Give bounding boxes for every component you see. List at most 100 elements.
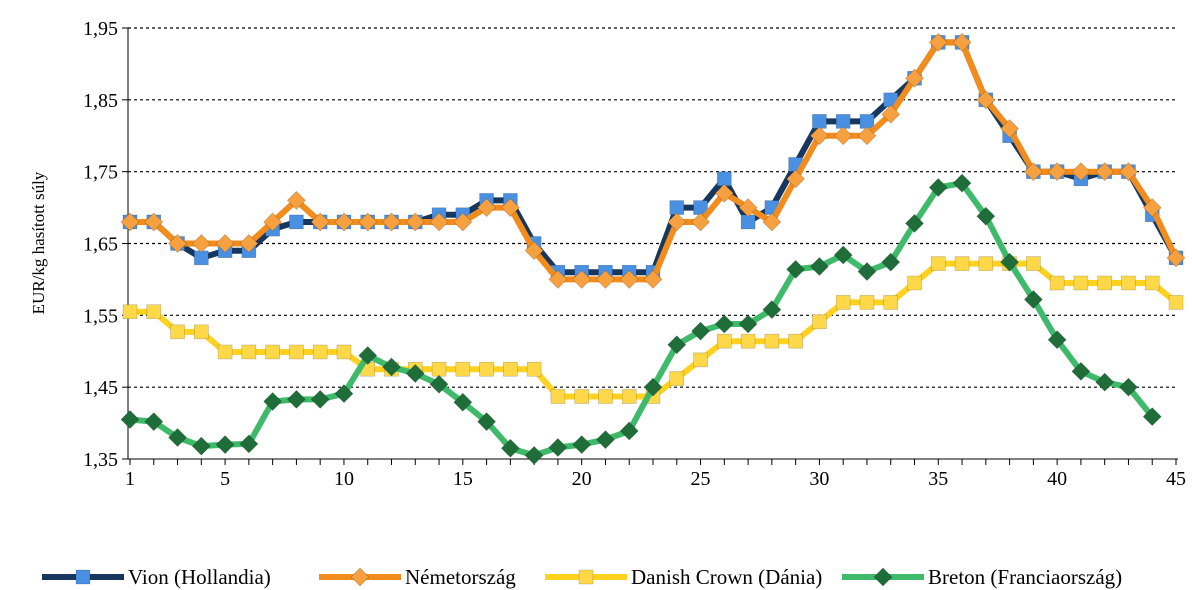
data-point (738, 314, 758, 334)
data-point (170, 324, 185, 340)
data-point (405, 364, 425, 383)
data-point (930, 256, 946, 271)
data-point (215, 435, 235, 455)
data-point (691, 212, 710, 232)
y-tick-labels: 1,35 1,45 1,55 1,65 1,75 1,85 1,95 (83, 18, 118, 471)
data-point (572, 435, 592, 455)
x-tick-label: 25 (691, 468, 711, 490)
legend-label: Németország (405, 565, 516, 589)
data-point (548, 269, 568, 289)
data-point (764, 333, 780, 349)
data-point (524, 445, 544, 465)
data-point (928, 178, 948, 197)
data-point (263, 212, 283, 232)
data-point (954, 256, 970, 271)
data-point (289, 344, 304, 360)
series-group (120, 32, 1186, 465)
x-tick-label: 45 (1166, 468, 1186, 490)
legend-item: Vion (Hollandia) (42, 565, 271, 589)
data-point (976, 206, 996, 226)
x-tick-label: 5 (220, 468, 230, 490)
data-point (1023, 162, 1043, 182)
data-point (1026, 256, 1041, 271)
data-point (621, 389, 637, 404)
y-tick-label: 1,85 (83, 90, 118, 112)
data-point (786, 259, 806, 279)
x-tick-label: 1 (125, 468, 135, 490)
data-point (1121, 275, 1136, 291)
data-point (740, 214, 756, 230)
data-point (382, 212, 401, 232)
data-point (500, 438, 520, 458)
data-point (548, 438, 568, 457)
data-point (239, 234, 259, 253)
data-point (1097, 275, 1112, 291)
data-point (669, 200, 685, 215)
data-point (833, 126, 853, 146)
data-point (881, 104, 901, 124)
data-point (334, 212, 354, 232)
series-2 (120, 32, 1186, 289)
legend-item: Németország (319, 565, 516, 589)
data-point (289, 214, 304, 230)
data-point (835, 114, 851, 129)
data-point (429, 212, 449, 232)
y-tick-label: 1,45 (83, 377, 118, 399)
legend: Vion (Hollandia) Németország Danish Crown … (42, 565, 1122, 589)
x-tick-label: 35 (928, 468, 948, 490)
data-point (503, 361, 518, 377)
data-point (1000, 119, 1020, 138)
data-point (1142, 198, 1162, 218)
data-point (809, 257, 829, 276)
data-point (1071, 361, 1091, 381)
data-point (857, 262, 877, 281)
data-point (144, 212, 164, 232)
data-point (1166, 248, 1186, 268)
data-point (905, 68, 924, 88)
data-point (1144, 275, 1160, 291)
data-point (144, 412, 164, 432)
data-point (263, 392, 283, 411)
gridlines (122, 27, 1178, 465)
data-point (738, 198, 758, 218)
data-point (714, 314, 734, 334)
data-point (1049, 275, 1065, 291)
data-point (453, 392, 473, 412)
data-point (550, 389, 566, 404)
data-point (809, 126, 829, 146)
data-point (572, 269, 592, 289)
data-point (524, 241, 544, 261)
data-point (667, 335, 687, 355)
data-point (194, 324, 209, 340)
data-point (976, 90, 996, 110)
data-point (191, 436, 211, 456)
legend-label: Danish Crown (Dánia) (631, 565, 822, 589)
data-point (1071, 162, 1091, 182)
series-line (130, 39, 1179, 276)
data-point (500, 198, 520, 218)
data-point (1095, 372, 1115, 392)
data-point (907, 275, 922, 291)
y-tick-label: 1,55 (83, 305, 118, 327)
data-point (1073, 275, 1089, 291)
data-point (334, 384, 354, 404)
legend-item: Breton (Franciaország) (842, 565, 1122, 589)
y-axis-title: EUR/kg hasított súly (29, 171, 48, 314)
data-point (265, 344, 280, 360)
data-point (1023, 290, 1043, 309)
data-point (358, 346, 378, 365)
data-point (120, 212, 140, 232)
data-point (1047, 330, 1067, 350)
data-point (168, 234, 187, 253)
data-point (1119, 162, 1138, 182)
data-point (477, 198, 497, 218)
data-point (241, 344, 257, 360)
data-point (122, 304, 138, 320)
data-point (598, 389, 613, 404)
data-point (835, 295, 851, 310)
data-point (1142, 407, 1162, 427)
data-point (217, 344, 233, 360)
data-point (857, 126, 877, 146)
data-point (194, 250, 209, 266)
